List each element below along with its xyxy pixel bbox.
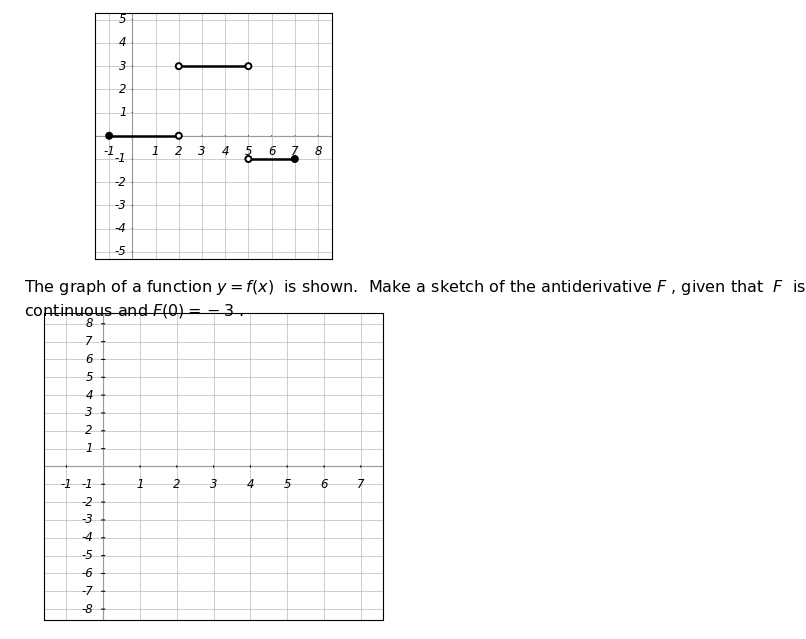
Circle shape <box>106 133 112 139</box>
Text: 5: 5 <box>85 371 93 384</box>
Text: 2: 2 <box>85 424 93 437</box>
Text: 1: 1 <box>85 442 93 455</box>
Text: -1: -1 <box>60 478 73 491</box>
Text: -4: -4 <box>81 531 93 544</box>
Text: -1: -1 <box>103 145 115 158</box>
Text: 1: 1 <box>136 478 143 491</box>
Text: 8: 8 <box>314 145 322 158</box>
Text: 5: 5 <box>245 145 252 158</box>
Text: 6: 6 <box>320 478 328 491</box>
Text: The graph of a function $y = f(x)$  is shown.  Make a sketch of the antiderivati: The graph of a function $y = f(x)$ is sh… <box>24 278 806 297</box>
Text: 3: 3 <box>210 478 218 491</box>
Text: 6: 6 <box>85 353 93 366</box>
Circle shape <box>176 133 182 139</box>
Circle shape <box>176 63 182 69</box>
Text: 3: 3 <box>119 59 127 73</box>
Circle shape <box>292 156 298 162</box>
Text: 4: 4 <box>247 478 254 491</box>
Text: 2: 2 <box>173 478 181 491</box>
Text: 3: 3 <box>198 145 206 158</box>
Text: 7: 7 <box>85 335 93 348</box>
Circle shape <box>245 156 251 162</box>
Text: -7: -7 <box>81 585 93 598</box>
Text: 6: 6 <box>268 145 276 158</box>
Text: 2: 2 <box>175 145 182 158</box>
Text: -2: -2 <box>81 496 93 509</box>
Text: -3: -3 <box>81 514 93 527</box>
Text: 4: 4 <box>119 36 127 49</box>
Text: 2: 2 <box>119 83 127 96</box>
Text: -2: -2 <box>114 176 127 189</box>
Text: -5: -5 <box>81 549 93 562</box>
Text: 7: 7 <box>357 478 364 491</box>
Text: 4: 4 <box>222 145 229 158</box>
Text: -3: -3 <box>114 199 127 212</box>
Text: 8: 8 <box>85 318 93 330</box>
Text: -1: -1 <box>81 478 93 491</box>
Text: 4: 4 <box>85 389 93 402</box>
Circle shape <box>245 63 251 69</box>
Text: -8: -8 <box>81 603 93 615</box>
Text: 1: 1 <box>119 106 127 119</box>
Text: 5: 5 <box>284 478 291 491</box>
Text: continuous and $F(0) = -3$ .: continuous and $F(0) = -3$ . <box>24 302 244 320</box>
Text: -5: -5 <box>114 245 127 258</box>
Text: 3: 3 <box>85 406 93 419</box>
Text: 5: 5 <box>119 13 127 26</box>
Text: 7: 7 <box>291 145 298 158</box>
Text: -6: -6 <box>81 567 93 580</box>
Text: -1: -1 <box>114 153 127 166</box>
Text: 1: 1 <box>152 145 160 158</box>
Text: -4: -4 <box>114 222 127 235</box>
